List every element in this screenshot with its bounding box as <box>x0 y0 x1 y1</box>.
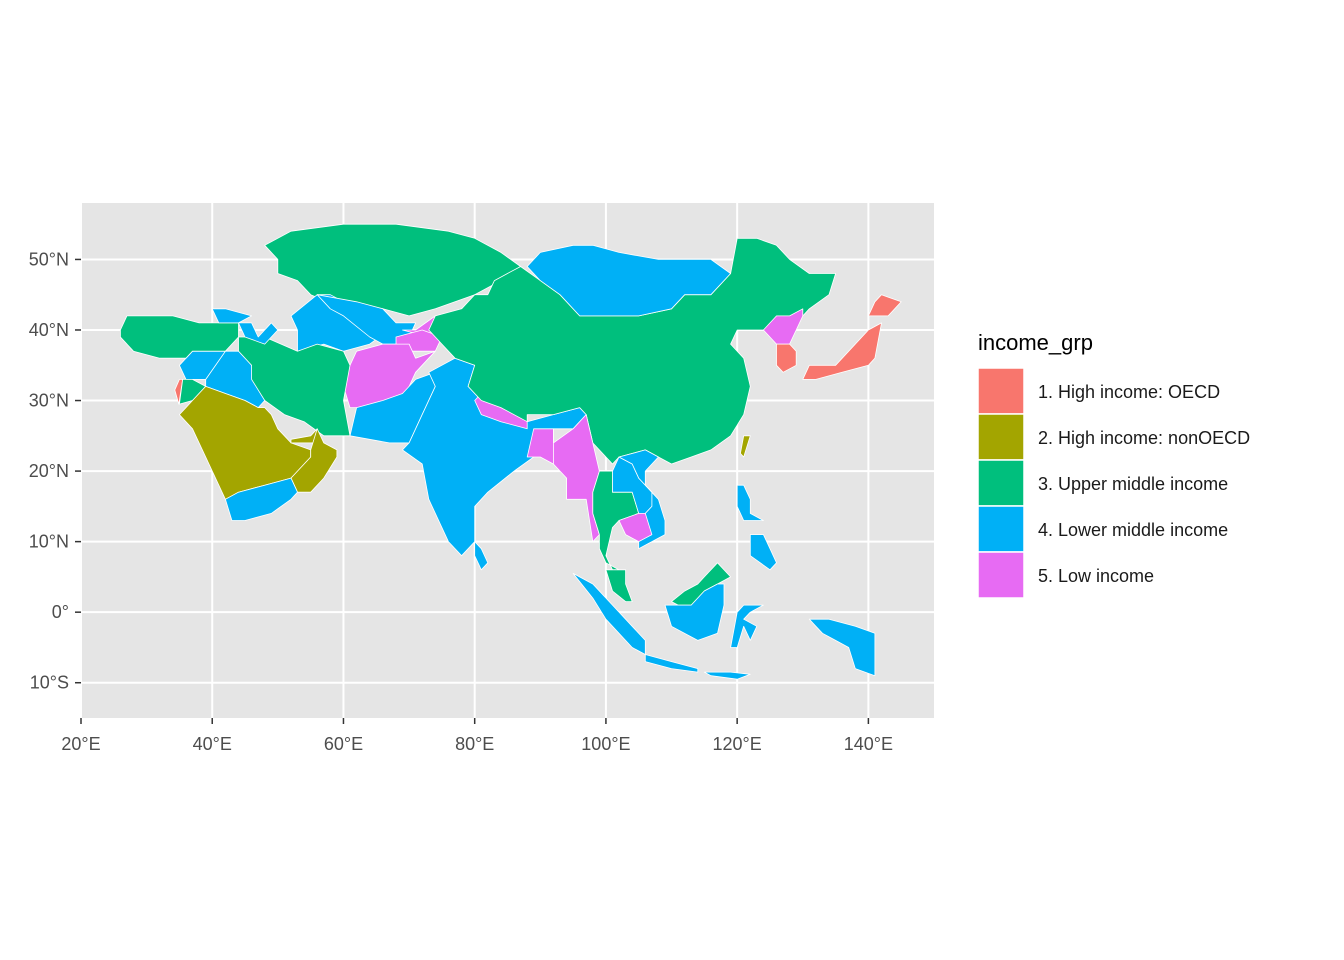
y-tick-label: 10°N <box>29 532 69 552</box>
country-region <box>618 513 653 542</box>
y-tick-label: 10°S <box>30 673 69 693</box>
legend: income_grp 1. High income: OECD 2. High i… <box>977 330 1250 599</box>
country-region <box>736 484 764 521</box>
country-region <box>211 308 252 324</box>
y-axis-latitude: 50°N 40°N 30°N 20°N 10°N 0° 10°S <box>29 249 81 693</box>
country-region <box>730 604 764 648</box>
country-region <box>618 449 666 550</box>
y-tick-label: 30°N <box>29 391 69 411</box>
legend-label: 1. High income: OECD <box>1038 382 1220 402</box>
legend-label: 4. Lower middle income <box>1038 520 1228 540</box>
y-tick-label: 50°N <box>29 249 69 269</box>
legend-swatch <box>977 459 1025 507</box>
country-region <box>802 322 882 380</box>
legend-swatch <box>977 413 1025 461</box>
y-tick-label: 0° <box>52 602 69 622</box>
country-region <box>238 322 279 345</box>
x-tick-label: 140°E <box>844 734 893 754</box>
country-region <box>868 294 902 317</box>
y-tick-label: 20°N <box>29 461 69 481</box>
legend-label: 3. Upper middle income <box>1038 474 1228 494</box>
country-region <box>526 244 731 317</box>
legend-label: 5. Low income <box>1038 566 1154 586</box>
x-tick-label: 100°E <box>581 734 630 754</box>
country-region <box>474 541 489 571</box>
country-region <box>664 583 725 641</box>
x-axis-longitude: 20°E 40°E 60°E 80°E 100°E 120°E 140°E <box>61 718 893 754</box>
legend-title: income_grp <box>978 330 1093 355</box>
y-tick-label: 40°N <box>29 320 69 340</box>
x-tick-label: 80°E <box>455 734 494 754</box>
legend-swatch <box>977 551 1025 599</box>
legend-label: 2. High income: nonOECD <box>1038 428 1250 448</box>
country-region <box>605 569 633 602</box>
country-region <box>343 343 436 408</box>
country-region <box>179 379 207 405</box>
country-region <box>740 435 751 458</box>
x-tick-label: 20°E <box>61 734 100 754</box>
country-region <box>749 534 777 571</box>
legend-swatch <box>977 367 1025 415</box>
country-region <box>703 671 751 680</box>
legend-items: 1. High income: OECD 2. High income: nonO… <box>977 367 1250 599</box>
country-region <box>120 315 239 359</box>
x-tick-label: 120°E <box>713 734 762 754</box>
country-region <box>290 428 338 493</box>
country-polygons <box>120 223 902 680</box>
legend-swatch <box>977 505 1025 553</box>
country-region <box>776 343 797 373</box>
country-region <box>644 654 699 673</box>
country-region <box>225 477 298 521</box>
x-tick-label: 60°E <box>324 734 363 754</box>
x-tick-label: 40°E <box>193 734 232 754</box>
country-region <box>808 618 876 677</box>
